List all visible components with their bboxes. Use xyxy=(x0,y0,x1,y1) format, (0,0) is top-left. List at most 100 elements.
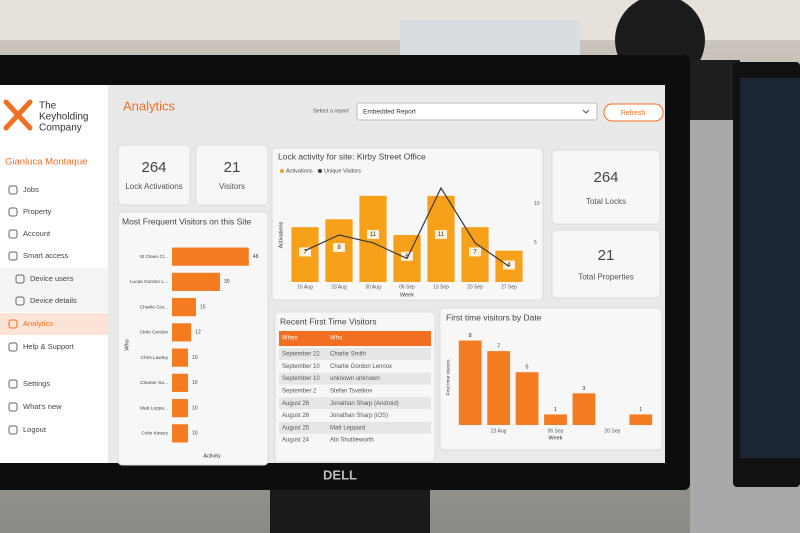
bar-label: 10 xyxy=(192,431,198,437)
table-cell: September 22 xyxy=(282,352,320,358)
y-axis-title: Who xyxy=(124,339,130,350)
table-row xyxy=(279,421,431,434)
bar-label: 1 xyxy=(554,407,557,413)
bar-label: 7 xyxy=(497,344,500,350)
table-cell: August 25 xyxy=(282,425,310,431)
card xyxy=(551,149,661,225)
x-axis-title: Week xyxy=(549,435,563,441)
nav-icon xyxy=(8,229,18,239)
y-axis-title: Activations xyxy=(278,221,284,248)
nav-item[interactable]: Smart access xyxy=(23,251,69,260)
bar-label-box xyxy=(435,229,447,239)
bar xyxy=(172,272,220,291)
nav-item[interactable]: What's new xyxy=(23,402,62,411)
y-tick-label: Chris Gordon xyxy=(139,330,168,336)
report-select-value: Embedded Report xyxy=(363,109,416,116)
y2-tick-label: 5 xyxy=(534,240,537,246)
logo-mark xyxy=(3,99,33,131)
table-cell: August 26 xyxy=(282,413,310,419)
nav-icon xyxy=(8,425,18,435)
x-tick-label: 27 Sep xyxy=(501,284,517,290)
nav-icon xyxy=(8,342,18,352)
select-chevron xyxy=(582,109,590,114)
kpi-label: Total Properties xyxy=(578,273,634,282)
bar xyxy=(172,399,188,418)
bar xyxy=(172,323,192,342)
table-cell: September 10 xyxy=(282,376,320,382)
table-cell: Abi Shuttleworth xyxy=(330,438,374,444)
bar-label-box xyxy=(299,247,311,257)
kpi-label: Visitors xyxy=(219,182,245,191)
x-tick-label: 16 Aug xyxy=(297,284,313,290)
nav-sub-bg xyxy=(0,290,108,312)
bar-label: 15 xyxy=(200,304,206,310)
bar xyxy=(515,372,539,425)
chart-title: Lock activity for site: Kirby Street Off… xyxy=(278,151,426,161)
kpi-value: 21 xyxy=(598,247,615,264)
bar-label: 11 xyxy=(370,232,377,238)
card xyxy=(117,211,269,466)
table-cell: August 24 xyxy=(282,438,310,444)
table-row xyxy=(279,360,431,373)
bar-label-box xyxy=(333,243,345,253)
monitor-brand: DELL xyxy=(323,467,357,482)
chart-title: First time visitors by Date xyxy=(446,312,542,322)
nav-item[interactable]: Device details xyxy=(30,296,77,305)
brand-name: Keyholding xyxy=(39,112,88,123)
x-tick-label: 20 Sep xyxy=(467,284,483,290)
kpi-value: 264 xyxy=(593,169,618,186)
bar xyxy=(172,247,249,266)
nav-item[interactable]: Device users xyxy=(30,274,74,283)
y-tick-label: Chris Lawley xyxy=(141,355,169,361)
legend-swatch xyxy=(280,169,284,173)
nav-item[interactable]: Analytics xyxy=(23,319,53,328)
bar-label: 10 xyxy=(192,380,198,386)
table-header-cell: When xyxy=(282,336,298,342)
table-row xyxy=(279,434,431,447)
y-tick-label: Charlie Gor... xyxy=(140,304,168,310)
nav-item[interactable]: Jobs xyxy=(23,185,39,194)
nav-sub-bg xyxy=(0,268,108,290)
bar-label: 7 xyxy=(473,250,477,256)
legend-label: Activations xyxy=(286,168,313,174)
kpi-value: 21 xyxy=(224,159,241,176)
table-cell: August 26 xyxy=(282,401,310,407)
x-tick-label: 06 Sep xyxy=(399,284,415,290)
table-cell: Jonathan Sharp (iOS) xyxy=(330,413,388,419)
nav-item[interactable]: Property xyxy=(23,207,52,216)
nav-item[interactable]: Help & Support xyxy=(23,342,75,351)
table-title: Recent First Time Visitors xyxy=(280,316,377,326)
nav-icon xyxy=(8,251,18,261)
card xyxy=(117,144,191,206)
bar-label: 4 xyxy=(507,263,511,269)
x-tick-label: 20 Sep xyxy=(604,428,620,434)
nav-item[interactable]: Settings xyxy=(23,379,50,388)
bar xyxy=(487,351,511,425)
report-select[interactable] xyxy=(356,102,598,121)
page-title: Analytics xyxy=(123,98,176,113)
user-name: Gianluca Montaque xyxy=(5,157,87,168)
line-series xyxy=(304,186,510,267)
bar-label: 10 xyxy=(192,405,198,411)
chart-title: Most Frequent Visitors on this Site xyxy=(122,216,252,226)
bar xyxy=(572,393,596,425)
table-header-cell: Who xyxy=(330,336,343,342)
brand-name: The xyxy=(39,101,57,112)
table-header xyxy=(279,331,431,346)
bar-label: 8 xyxy=(337,245,341,251)
y-tick-label: Matt Leppa... xyxy=(140,405,168,411)
bar xyxy=(172,298,196,317)
bar-label: 5 xyxy=(526,365,529,371)
side-monitor-screen xyxy=(740,78,800,458)
nav-item[interactable]: Account xyxy=(23,229,51,238)
table-cell: unknown unknown xyxy=(330,376,380,382)
select-label: Select a report xyxy=(313,108,349,114)
bar-label: 7 xyxy=(303,250,307,256)
table-row xyxy=(279,397,431,410)
nav-icon xyxy=(15,296,25,306)
refresh-button[interactable] xyxy=(603,103,664,122)
legend-label: Unique Visitors xyxy=(324,168,361,174)
bar-label: 11 xyxy=(438,232,445,238)
nav-item[interactable]: Logout xyxy=(23,425,47,434)
